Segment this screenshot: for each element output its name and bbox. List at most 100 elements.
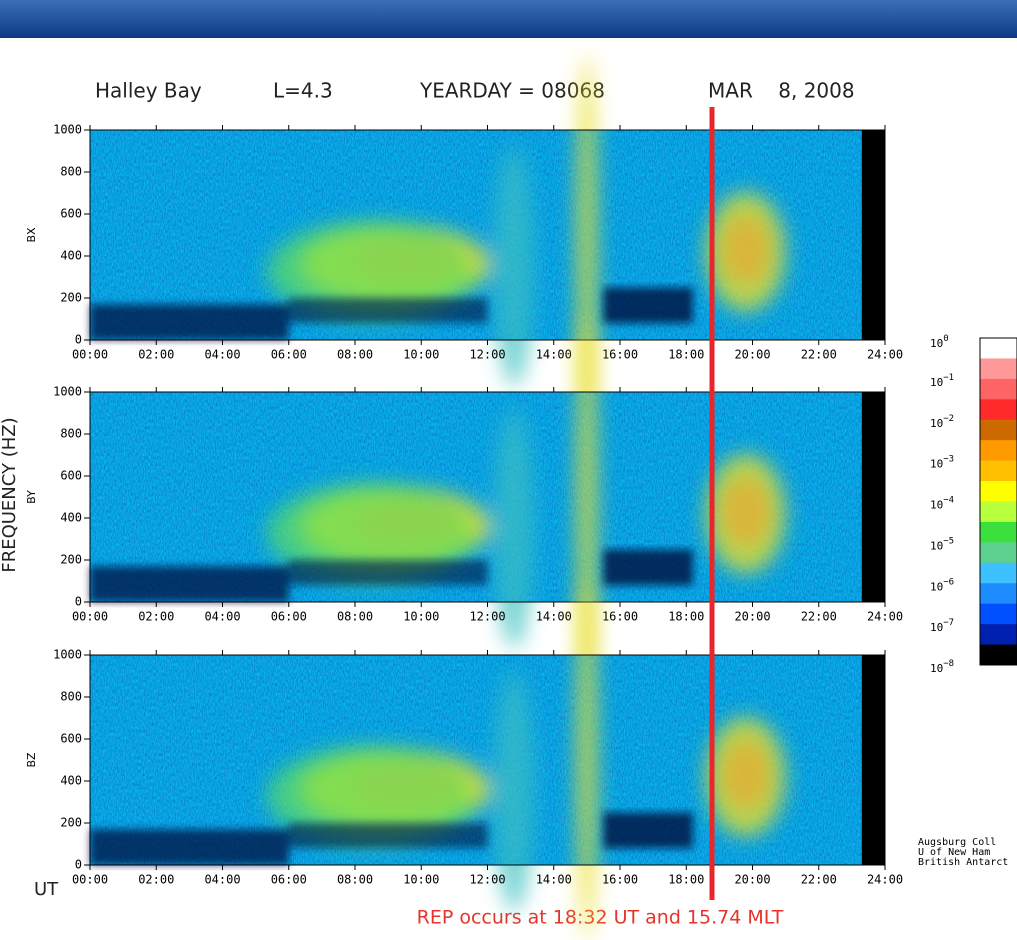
panel-label: BX — [25, 227, 38, 243]
colorbar-label-exp: −7 — [943, 618, 954, 628]
colorbar-label-base: 10 — [930, 662, 943, 675]
colorbar-segment — [980, 624, 1017, 645]
x-tick-label: 04:00 — [204, 348, 240, 362]
annotation: REP occurs at 18:32 UT and 15.74 MLT — [417, 907, 784, 929]
x-tick-label: 20:00 — [734, 348, 770, 362]
emission — [721, 477, 771, 547]
colorbar-segment — [980, 358, 1017, 379]
panel-label: BZ — [25, 752, 38, 768]
station: Halley Bay — [95, 79, 202, 103]
emission — [721, 215, 771, 285]
colorbar-label-exp: 0 — [943, 334, 948, 344]
colorbar-label-exp: −8 — [943, 659, 954, 669]
x-tick-label: 00:00 — [72, 873, 108, 887]
colorbar-label: 10−6 — [930, 577, 954, 594]
page: Halley Bay L=4.3 YEARDAY = 08068 MAR 8, … — [0, 0, 1017, 940]
dark-band — [603, 550, 692, 586]
x-tick-label: 14:00 — [536, 610, 572, 624]
yearday: YEARDAY = 08068 — [419, 79, 605, 103]
colorbar-label: 10−3 — [930, 454, 954, 471]
colorbar-segment — [980, 502, 1017, 523]
x-tick-label: 22:00 — [801, 348, 837, 362]
credit: British Antarct — [918, 857, 1008, 868]
x-tick-label: 18:00 — [668, 348, 704, 362]
x-tick-label: 08:00 — [337, 873, 373, 887]
x-tick-label: 00:00 — [72, 348, 108, 362]
x-tick-label: 04:00 — [204, 873, 240, 887]
colorbar-segment — [980, 379, 1017, 400]
colorbar-label: 10−5 — [930, 536, 954, 553]
colorbar-segment — [980, 542, 1017, 563]
y-tick-label: 600 — [60, 207, 82, 221]
colorbar-segment — [980, 563, 1017, 584]
x-tick-label: 02:00 — [138, 873, 174, 887]
dark-band — [603, 813, 692, 849]
colorbar-label-base: 10 — [930, 499, 943, 512]
time-axis-label: UT — [34, 879, 59, 900]
y-tick-label: 400 — [60, 511, 82, 525]
colorbar-label-base: 10 — [930, 417, 943, 430]
x-tick-label: 08:00 — [337, 610, 373, 624]
x-tick-label: 20:00 — [734, 873, 770, 887]
colorbar-segment — [980, 481, 1017, 502]
colorbar-segment — [980, 522, 1017, 543]
colorbar-label-exp: −6 — [943, 577, 954, 587]
x-tick-label: 24:00 — [867, 610, 903, 624]
y-tick-label: 200 — [60, 553, 82, 567]
panel-label: BY — [25, 490, 38, 504]
colorbar-label-base: 10 — [930, 458, 943, 471]
colorbar-label-base: 10 — [930, 539, 943, 552]
colorbar-segment — [980, 399, 1017, 420]
dark-band — [90, 566, 289, 602]
y-tick-label: 800 — [60, 427, 82, 441]
dark-band — [90, 829, 289, 865]
colorbar-label: 10−8 — [930, 659, 954, 676]
x-tick-label: 14:00 — [536, 348, 572, 362]
x-tick-label: 16:00 — [602, 873, 638, 887]
colorbar-label-exp: −4 — [943, 495, 954, 505]
x-tick-label: 12:00 — [469, 873, 505, 887]
colorbar-label-exp: −2 — [943, 413, 954, 423]
data-gap — [862, 392, 885, 602]
x-tick-label: 18:00 — [668, 873, 704, 887]
y-tick-label: 1000 — [53, 385, 82, 399]
dark-band — [289, 298, 488, 323]
x-tick-label: 06:00 — [271, 610, 307, 624]
slide: Halley Bay L=4.3 YEARDAY = 08068 MAR 8, … — [0, 0, 1017, 940]
header-band — [0, 0, 1017, 38]
y-tick-label: 400 — [60, 774, 82, 788]
y-tick-label: 400 — [60, 249, 82, 263]
colorbar-label: 10−7 — [930, 618, 954, 635]
y-tick-label: 600 — [60, 469, 82, 483]
colorbar-segment — [980, 461, 1017, 482]
y-tick-label: 800 — [60, 690, 82, 704]
colorbar-label-exp: −3 — [943, 454, 954, 464]
colorbar-label-base: 10 — [930, 580, 943, 593]
x-tick-label: 22:00 — [801, 873, 837, 887]
x-tick-label: 18:00 — [668, 610, 704, 624]
date: MAR 8, 2008 — [708, 79, 855, 103]
y-axis-label: FREQUENCY (HZ) — [0, 417, 20, 572]
x-tick-label: 06:00 — [271, 348, 307, 362]
colorbar-label-base: 10 — [930, 337, 943, 350]
y-tick-label: 0 — [75, 595, 82, 609]
colorbar-label-exp: −5 — [943, 536, 954, 546]
colorbar-label-exp: −1 — [943, 372, 954, 382]
colorbar-segment — [980, 338, 1017, 359]
x-tick-label: 02:00 — [138, 610, 174, 624]
colorbar-label-base: 10 — [930, 376, 943, 389]
x-tick-label: 10:00 — [403, 873, 439, 887]
x-tick-label: 00:00 — [72, 610, 108, 624]
x-tick-label: 24:00 — [867, 873, 903, 887]
dark-band — [90, 304, 289, 340]
x-tick-label: 12:00 — [469, 610, 505, 624]
y-tick-label: 200 — [60, 816, 82, 830]
x-tick-label: 08:00 — [337, 348, 373, 362]
y-tick-label: 600 — [60, 732, 82, 746]
emission — [577, 580, 597, 940]
y-tick-label: 800 — [60, 165, 82, 179]
dark-band — [603, 288, 692, 324]
colorbar-segment — [980, 583, 1017, 604]
x-tick-label: 20:00 — [734, 610, 770, 624]
y-tick-label: 1000 — [53, 648, 82, 662]
